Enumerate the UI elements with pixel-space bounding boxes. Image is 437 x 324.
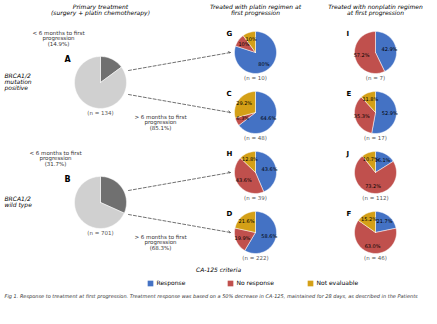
- svg-text:G: G: [227, 30, 233, 38]
- svg-text:(n = 701): (n = 701): [87, 230, 113, 236]
- svg-text:< 6 months to firstprogression: < 6 months to firstprogression(14.9%): [32, 30, 85, 47]
- svg-text:58.6%: 58.6%: [261, 233, 277, 239]
- svg-text:(n = 10): (n = 10): [244, 75, 267, 81]
- svg-text:21.6%: 21.6%: [239, 218, 255, 224]
- svg-text:E: E: [347, 90, 352, 98]
- svg-text:CA-125 criteria: CA-125 criteria: [196, 266, 241, 273]
- svg-text:10.7%: 10.7%: [363, 156, 379, 162]
- svg-text:10%: 10%: [246, 36, 257, 42]
- svg-text:Treated with platin regimen at: Treated with platin regimen atfirst prog…: [210, 3, 302, 17]
- svg-text:16.1%: 16.1%: [374, 156, 391, 163]
- svg-text:63.0%: 63.0%: [365, 243, 381, 249]
- svg-text:(n = 112): (n = 112): [362, 195, 388, 201]
- svg-text:Not evaluable: Not evaluable: [317, 279, 359, 286]
- svg-text:D: D: [227, 210, 233, 218]
- svg-text:73.2%: 73.2%: [365, 183, 381, 189]
- svg-text:A: A: [65, 55, 72, 64]
- svg-text:(n = 48): (n = 48): [244, 135, 267, 141]
- svg-text:Primary treatment(surgery + pl: Primary treatment(surgery + platin chemo…: [51, 3, 150, 17]
- svg-text:11.8%: 11.8%: [362, 96, 378, 102]
- svg-text:Fig 1. Response to treatment a: Fig 1. Response to treatment at first pr…: [5, 293, 419, 300]
- svg-text:Response: Response: [157, 279, 186, 287]
- svg-text:(n = 17): (n = 17): [364, 135, 387, 141]
- svg-text:19.9%: 19.9%: [234, 235, 250, 241]
- svg-text:I: I: [347, 30, 350, 38]
- svg-text:(n = 7): (n = 7): [366, 75, 385, 81]
- svg-text:(n = 46): (n = 46): [364, 255, 387, 261]
- svg-text:> 6 months to firstprogression: > 6 months to firstprogression(85.1%): [134, 114, 187, 131]
- svg-text:6.3%: 6.3%: [236, 115, 249, 121]
- svg-text:80%: 80%: [258, 61, 269, 67]
- svg-text:43.6%: 43.6%: [236, 177, 252, 183]
- svg-text:42.9%: 42.9%: [381, 46, 397, 52]
- svg-text:Treated with nonplatin regimen: Treated with nonplatin regimenat first p…: [328, 3, 423, 17]
- svg-text:(n = 39): (n = 39): [244, 195, 267, 201]
- svg-text:(n = 134): (n = 134): [87, 110, 113, 116]
- svg-text:52.9%: 52.9%: [382, 110, 398, 116]
- svg-text:57.2%: 57.2%: [354, 52, 370, 58]
- svg-text:< 6 months to firstprogression: < 6 months to firstprogression(31.7%): [29, 150, 82, 167]
- svg-text:> 6 months to firstprogression: > 6 months to firstprogression(68.3%): [134, 234, 187, 251]
- svg-text:BRCA1/2mutationpositive: BRCA1/2mutationpositive: [4, 72, 32, 92]
- svg-text:15.2%: 15.2%: [361, 216, 377, 222]
- svg-text:B: B: [65, 175, 71, 184]
- svg-text:(n = 222): (n = 222): [242, 255, 268, 261]
- svg-text:F: F: [347, 210, 352, 218]
- svg-text:J: J: [346, 150, 350, 158]
- svg-text:12.8%: 12.8%: [242, 156, 258, 162]
- svg-text:No response: No response: [237, 279, 275, 287]
- svg-text:H: H: [227, 150, 233, 158]
- svg-text:35.3%: 35.3%: [354, 113, 370, 119]
- svg-text:64.6%: 64.6%: [260, 115, 276, 121]
- svg-text:29.2%: 29.2%: [236, 100, 252, 106]
- svg-text:C: C: [227, 90, 232, 98]
- svg-text:21.7%: 21.7%: [377, 218, 393, 224]
- svg-text:43.6%: 43.6%: [262, 166, 278, 172]
- svg-text:10%: 10%: [238, 41, 249, 47]
- svg-text:BRCA1/2wild type: BRCA1/2wild type: [5, 195, 33, 209]
